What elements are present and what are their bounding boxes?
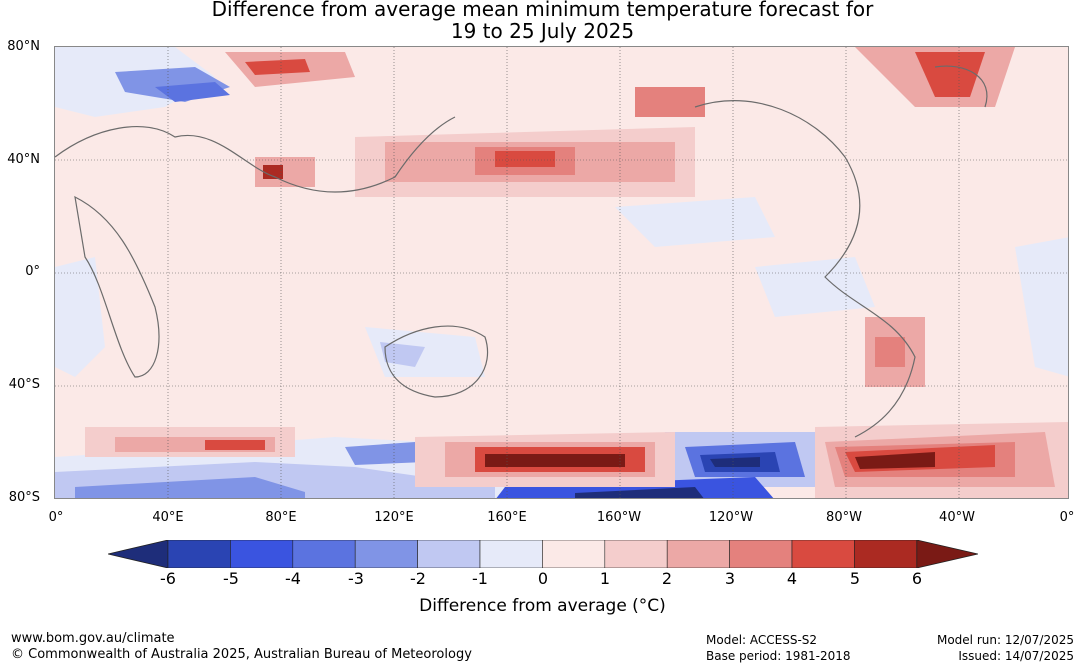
issued-date: Issued: 14/07/2025 [958, 649, 1074, 663]
lon-label-120w: 120°W [708, 510, 754, 525]
colorbar-tick: -2 [410, 569, 426, 588]
colorbar-tick: -5 [223, 569, 239, 588]
lon-label-80w: 80°W [826, 510, 862, 525]
colorbar-tick: -4 [285, 569, 301, 588]
colorbar-segment [417, 540, 481, 568]
anomaly-warm-patch [875, 337, 905, 367]
graticule [55, 47, 1068, 498]
lon-label-160e: 160°E [487, 510, 527, 525]
anomaly-warm-patch [495, 151, 555, 167]
ocean-base [55, 47, 1068, 498]
model-run-date: Model run: 12/07/2025 [936, 633, 1074, 647]
map-title-line-2: 19 to 25 July 2025 [450, 19, 635, 43]
model-name: Model: ACCESS-S2 [706, 633, 818, 647]
colorbar-segment [854, 540, 918, 568]
lat-label-40s: 40°S [8, 377, 40, 392]
anomaly-warm-patch [635, 87, 705, 117]
anomaly-cool-patch [345, 442, 425, 465]
colorbar-tick: 1 [599, 569, 611, 588]
colorbar-segment [292, 540, 356, 568]
colorbar [108, 540, 978, 568]
coastline [74, 195, 160, 378]
map-field [55, 47, 1068, 498]
colorbar-tick: -6 [160, 569, 176, 588]
colorbar-tick: -3 [348, 569, 364, 588]
map-title-line-1: Difference from average mean minimum tem… [211, 0, 874, 21]
website-url: www.bom.gov.au/climate [11, 631, 175, 646]
colorbar-segment [729, 540, 793, 568]
coastline [694, 100, 916, 438]
colorbar-segment [666, 540, 730, 568]
anomaly-warm-patch [263, 165, 283, 179]
colorbar-segment [604, 540, 668, 568]
lon-label-0-east: 0° [1059, 510, 1075, 525]
lat-label-80s: 80°S [8, 490, 40, 505]
colorbar-tick: 2 [661, 569, 673, 588]
colorbar-segment [791, 540, 855, 568]
lon-label-40e: 40°E [152, 510, 184, 525]
colorbar-segment [230, 540, 294, 568]
lat-label-0: 0° [25, 264, 40, 279]
colorbar-extend-low [108, 540, 169, 568]
lon-label-40w: 40°W [939, 510, 975, 525]
anomaly-cool-patch [75, 477, 305, 498]
anomaly-cool-patch [1015, 237, 1068, 377]
lon-label-0: 0° [48, 510, 64, 525]
colorbar-segment [479, 540, 543, 568]
colorbar-segment [542, 540, 606, 568]
anomaly-cool-patch [365, 327, 485, 377]
colorbar-segment [167, 540, 231, 568]
anomaly-cool-patch [380, 342, 425, 367]
colorbar-tick: 5 [849, 569, 861, 588]
colorbar-tick: 0 [537, 569, 549, 588]
temperature-anomaly-map [54, 46, 1069, 499]
coastline [384, 325, 489, 398]
base-period: Base period: 1981-2018 [706, 649, 851, 663]
anomaly-cool-patch [615, 197, 775, 247]
colorbar-extend-high [916, 540, 978, 568]
colorbar-tick: -1 [472, 569, 488, 588]
copyright-text: © Commonwealth of Australia 2025, Austra… [11, 647, 472, 662]
anomaly-cool-patch [55, 257, 105, 377]
colorbar-tick: 4 [786, 569, 798, 588]
anomaly-cool-patch [575, 487, 704, 498]
lon-label-120e: 120°E [374, 510, 414, 525]
anomaly-cool-patch [155, 82, 230, 102]
coastline [934, 65, 988, 108]
anomaly-warm-patch [855, 452, 935, 469]
anomaly-warm-patch [255, 157, 315, 187]
lon-label-80e: 80°E [265, 510, 297, 525]
colorbar-label: Difference from average (°C) [419, 596, 666, 616]
anomaly-warm-patch [485, 454, 625, 467]
anomaly-cool-patch [755, 257, 875, 317]
lon-label-160w: 160°W [596, 510, 642, 525]
anomaly-cool-patch [496, 477, 774, 498]
colorbar-tick: 6 [911, 569, 923, 588]
anomaly-warm-patch [915, 52, 985, 97]
anomaly-cool-patch [710, 457, 760, 467]
lat-label-80n: 80°N [7, 39, 40, 54]
colorbar-tick: 3 [724, 569, 736, 588]
colorbar-segment [354, 540, 418, 568]
lat-label-40n: 40°N [7, 152, 40, 167]
anomaly-warm-patch [245, 59, 310, 75]
anomaly-warm-patch [205, 440, 265, 450]
